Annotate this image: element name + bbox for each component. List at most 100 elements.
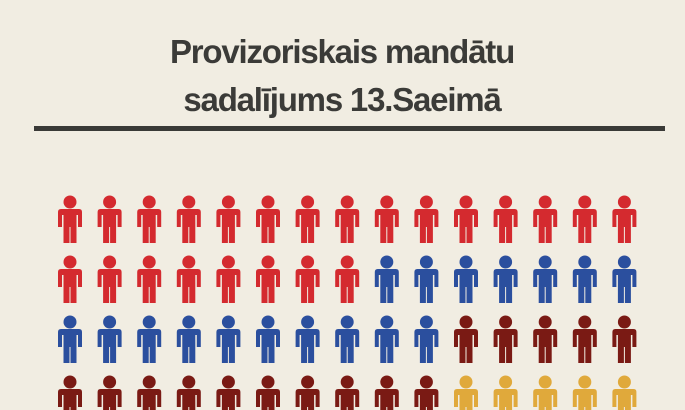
icon-head (103, 195, 117, 209)
icon-body (97, 329, 122, 363)
icon-head (538, 315, 552, 329)
seat-icon (414, 375, 439, 410)
seat-icon (137, 195, 162, 243)
icon-head (380, 195, 394, 209)
icon-body (454, 329, 478, 363)
icon-head (538, 375, 552, 389)
seat-icon (335, 255, 360, 303)
icon-head (142, 255, 156, 269)
icon-body (612, 209, 637, 243)
icon-head (617, 315, 631, 329)
icon-head (459, 255, 473, 269)
icon-body (137, 329, 162, 363)
icon-head (380, 375, 394, 389)
seat-icon (176, 195, 201, 243)
icon-head (340, 315, 354, 329)
icon-body (572, 329, 597, 363)
icon-head (261, 195, 275, 209)
icon-head (142, 375, 156, 389)
seat-icon (58, 315, 82, 363)
icon-head (301, 315, 315, 329)
icon-body (58, 269, 82, 303)
icon-body (572, 209, 597, 243)
seat-icon (533, 195, 558, 243)
icon-body (414, 269, 439, 303)
icon-head (103, 255, 117, 269)
icon-body (295, 329, 320, 363)
icon-body (454, 389, 478, 410)
icon-body (572, 269, 597, 303)
seat-icon (137, 375, 162, 410)
icon-head (419, 255, 433, 269)
seat-icon (295, 375, 320, 410)
seat-icon (216, 255, 241, 303)
seat-icon (533, 375, 558, 410)
icon-body (533, 329, 558, 363)
seat-icon (572, 375, 597, 410)
icon-head (103, 315, 117, 329)
icon-body (256, 389, 280, 410)
icon-head (301, 255, 315, 269)
icon-body (97, 209, 122, 243)
seat-icon (493, 315, 518, 363)
seat-icon (454, 195, 478, 243)
seat-icon (414, 255, 439, 303)
seat-icon (335, 195, 360, 243)
icon-body (137, 269, 162, 303)
icon-body (414, 329, 439, 363)
seat-icon (97, 195, 122, 243)
icon-body (335, 389, 360, 410)
icon-head (182, 195, 196, 209)
icon-body (295, 269, 320, 303)
icon-body (335, 269, 360, 303)
icon-body (414, 209, 439, 243)
icon-head (261, 315, 275, 329)
icon-body (533, 209, 558, 243)
icon-body (374, 329, 399, 363)
icon-body (216, 269, 241, 303)
seat-icon (533, 315, 558, 363)
icon-head (182, 315, 196, 329)
seat-icon (58, 195, 82, 243)
icon-head (499, 315, 513, 329)
seat-icon (256, 255, 280, 303)
icon-body (533, 389, 558, 410)
icon-body (612, 329, 637, 363)
icon-body (414, 389, 439, 410)
seat-icon (58, 255, 82, 303)
icon-body (295, 389, 320, 410)
seat-icon (572, 195, 597, 243)
seat-icon (216, 315, 241, 363)
seat-icon (454, 315, 478, 363)
icon-body (176, 269, 201, 303)
seat-icon (612, 255, 637, 303)
icon-body (295, 209, 320, 243)
icon-head (340, 375, 354, 389)
icon-body (97, 269, 122, 303)
icon-body (58, 209, 82, 243)
icon-head (538, 255, 552, 269)
icon-body (58, 329, 82, 363)
icon-head (538, 195, 552, 209)
icon-head (617, 255, 631, 269)
icon-head (182, 375, 196, 389)
seat-icon (374, 195, 399, 243)
icon-head (578, 195, 592, 209)
icon-body (58, 389, 82, 410)
icon-body (335, 209, 360, 243)
seat-icon (612, 195, 637, 243)
seat-icon (97, 255, 122, 303)
icon-head (142, 315, 156, 329)
icon-head (261, 255, 275, 269)
icon-body (256, 329, 280, 363)
icon-head (63, 315, 77, 329)
seat-icon (295, 315, 320, 363)
icon-body (374, 389, 399, 410)
icon-body (612, 389, 637, 410)
seat-icon (454, 255, 478, 303)
seat-icon (256, 375, 280, 410)
icon-head (419, 315, 433, 329)
icon-body (612, 269, 637, 303)
icon-head (578, 375, 592, 389)
icon-head (142, 195, 156, 209)
